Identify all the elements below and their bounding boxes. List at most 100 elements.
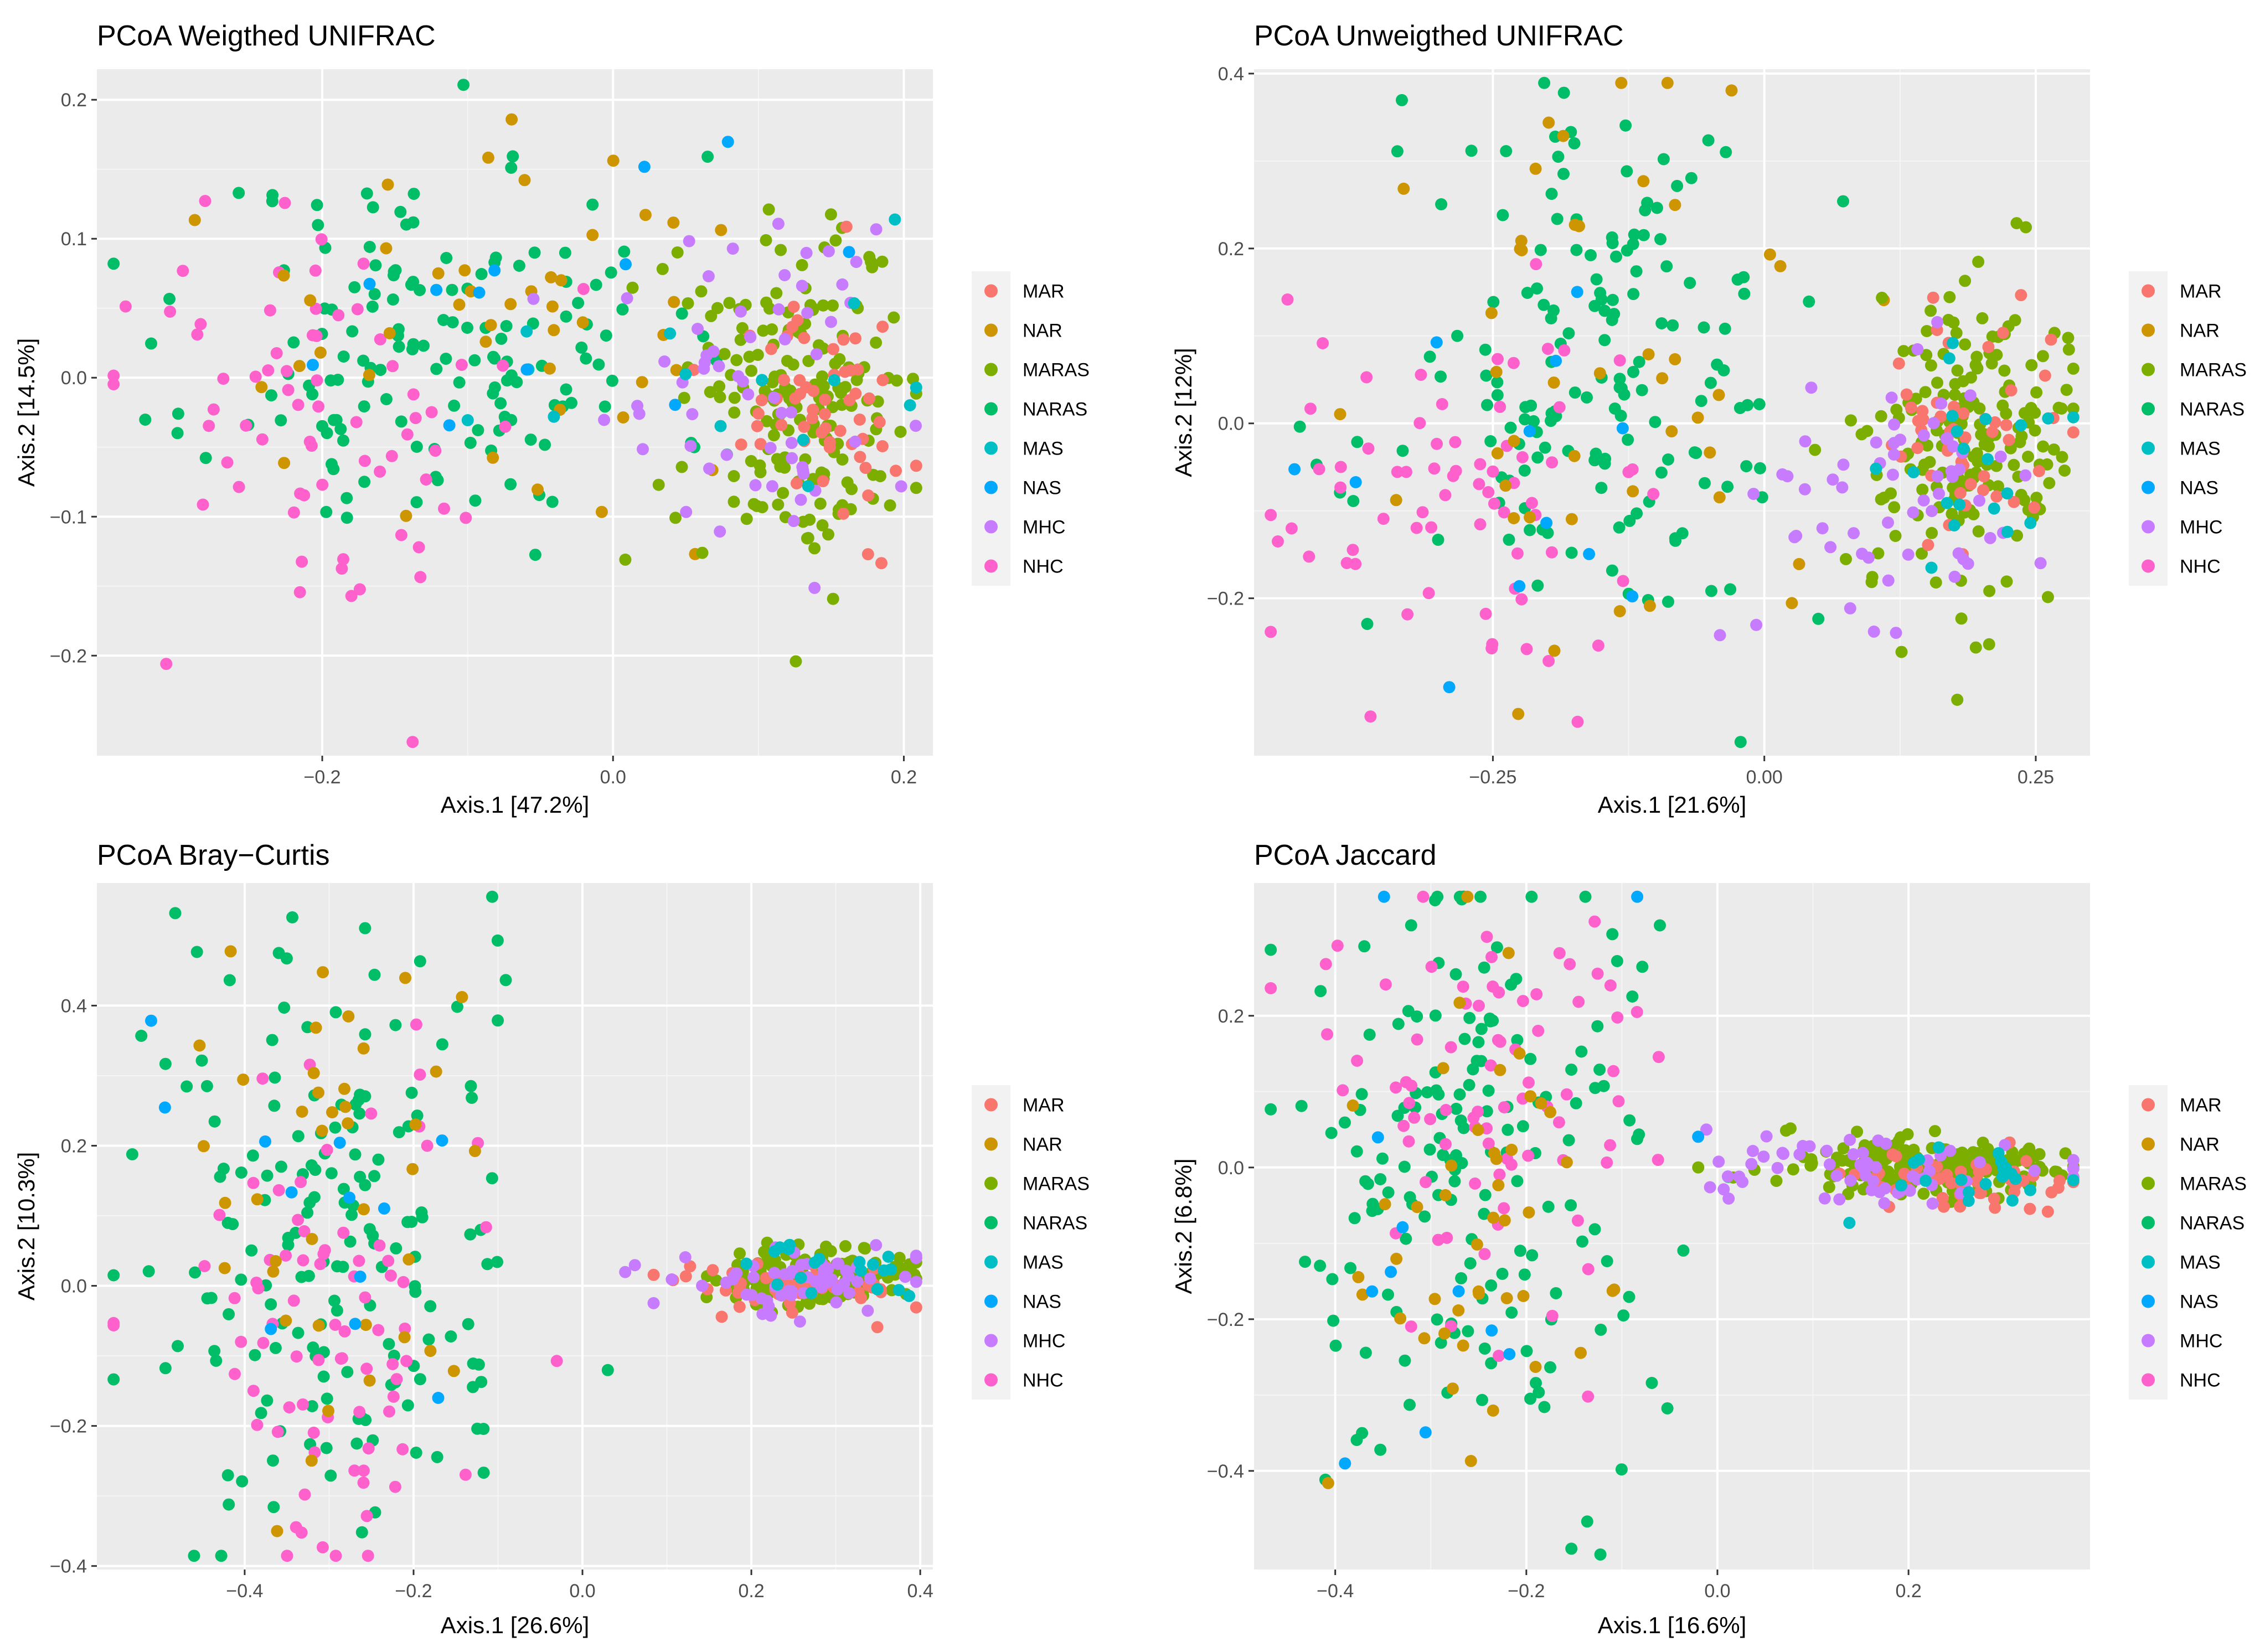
y-tick-label: 0.0 [1218, 1158, 1244, 1179]
data-point-mhc [787, 515, 800, 528]
data-point-naras [1475, 1023, 1488, 1035]
data-point-naras [1376, 1152, 1389, 1165]
data-point-nhc [386, 360, 399, 373]
data-point-nhc [1652, 1154, 1664, 1166]
data-point-nar [1557, 130, 1570, 142]
data-point-nas [307, 359, 319, 371]
legend-key-mhc [2142, 520, 2155, 534]
data-point-mas [1943, 352, 1956, 365]
data-point-mar [876, 321, 889, 333]
data-point-mas [1951, 425, 1963, 438]
data-point-nhc [1340, 557, 1353, 569]
data-point-nas [1503, 1348, 1516, 1360]
legend-key-naras [984, 1216, 998, 1230]
data-point-naras [1704, 376, 1717, 389]
data-point-mar [1957, 407, 1970, 420]
data-point-maras [2011, 529, 2023, 542]
data-point-naras [1565, 1199, 1577, 1212]
data-point-nas [158, 1101, 171, 1114]
data-point-nhc [197, 498, 209, 511]
data-point-nhc [336, 1352, 348, 1365]
data-point-mhc [1953, 463, 1966, 476]
data-point-maras [1840, 553, 1852, 565]
data-point-mhc [1911, 343, 1924, 355]
data-point-nar [447, 1365, 460, 1377]
data-point-naras [1355, 1088, 1368, 1101]
data-point-nar [1535, 1097, 1547, 1109]
data-point-naras [1654, 919, 1666, 932]
data-point-naras [326, 458, 338, 471]
data-point-mas [889, 213, 901, 226]
data-point-naras [346, 325, 359, 338]
data-point-naras [359, 1090, 372, 1103]
data-point-nhc [1415, 369, 1427, 381]
data-point-naras [446, 316, 459, 329]
data-point-mar [775, 419, 788, 431]
x-axis-label: Axis.1 [21.6%] [1598, 792, 1746, 818]
data-point-nar [1763, 248, 1776, 261]
data-point-naras [320, 505, 333, 518]
data-point-nhc [252, 1282, 265, 1295]
data-point-nar [668, 296, 680, 308]
data-point-nar [715, 224, 728, 236]
data-point-naras [1565, 1064, 1578, 1076]
data-point-naras [312, 219, 324, 231]
data-point-naras [1702, 134, 1715, 147]
data-point-mas [679, 368, 692, 380]
data-point-nar [237, 1073, 250, 1086]
data-point-mhc [1757, 1150, 1770, 1163]
data-point-mar [863, 392, 875, 405]
data-point-mar [790, 477, 803, 490]
data-point-maras [2062, 343, 2075, 356]
data-point-nhc [383, 1405, 395, 1418]
data-point-naras [1537, 298, 1550, 311]
data-point-nar [456, 991, 468, 1003]
data-point-nar [1627, 485, 1639, 498]
data-point-maras [893, 1252, 906, 1264]
data-point-maras [1990, 460, 2003, 472]
data-point-nhc [372, 1324, 385, 1336]
data-point-nar [1508, 512, 1520, 524]
data-point-nar [1575, 1346, 1587, 1359]
data-point-naras [1474, 890, 1487, 903]
legend-key-nhc [2142, 559, 2155, 573]
data-point-maras [796, 259, 808, 271]
data-point-naras [255, 1407, 267, 1419]
data-point-nar [307, 1067, 320, 1080]
data-point-nhc [1530, 258, 1542, 271]
data-point-mas [2001, 487, 2014, 500]
data-point-naras [1626, 990, 1639, 1003]
data-point-nhc [1449, 436, 1462, 448]
x-tick-label: 0.4 [907, 1581, 933, 1602]
data-point-nhc [1482, 1137, 1495, 1150]
data-point-naras [1614, 410, 1627, 422]
data-point-mhc [1888, 418, 1901, 431]
data-point-naras [1358, 940, 1371, 953]
data-point-nar [1505, 1143, 1518, 1156]
data-point-naras [1479, 1189, 1492, 1201]
data-point-maras [626, 281, 639, 294]
data-point-naras [1472, 1036, 1485, 1049]
data-point-maras [762, 203, 775, 216]
data-point-nhc [198, 1260, 211, 1272]
data-point-mar [715, 1310, 728, 1323]
data-point-naras [1479, 343, 1492, 356]
data-point-maras [1971, 362, 1984, 375]
legend-label: NAS [1023, 478, 1061, 499]
data-point-nhc [390, 1373, 403, 1386]
legend-label: MHC [2180, 1331, 2222, 1352]
data-point-naras [340, 492, 353, 504]
data-point-nar [1394, 1312, 1407, 1325]
data-point-mhc [808, 581, 821, 594]
data-point-maras [1972, 255, 1985, 268]
data-point-nar [293, 360, 306, 373]
legend-key-nas [984, 1294, 998, 1308]
data-point-nhc [407, 388, 420, 401]
data-point-nhc [292, 399, 305, 411]
data-point-nhc [1474, 458, 1487, 471]
data-point-mhc [766, 480, 778, 493]
data-point-maras [1967, 1146, 1979, 1159]
data-point-nhc [414, 571, 427, 584]
data-point-mhc [1887, 448, 1900, 461]
